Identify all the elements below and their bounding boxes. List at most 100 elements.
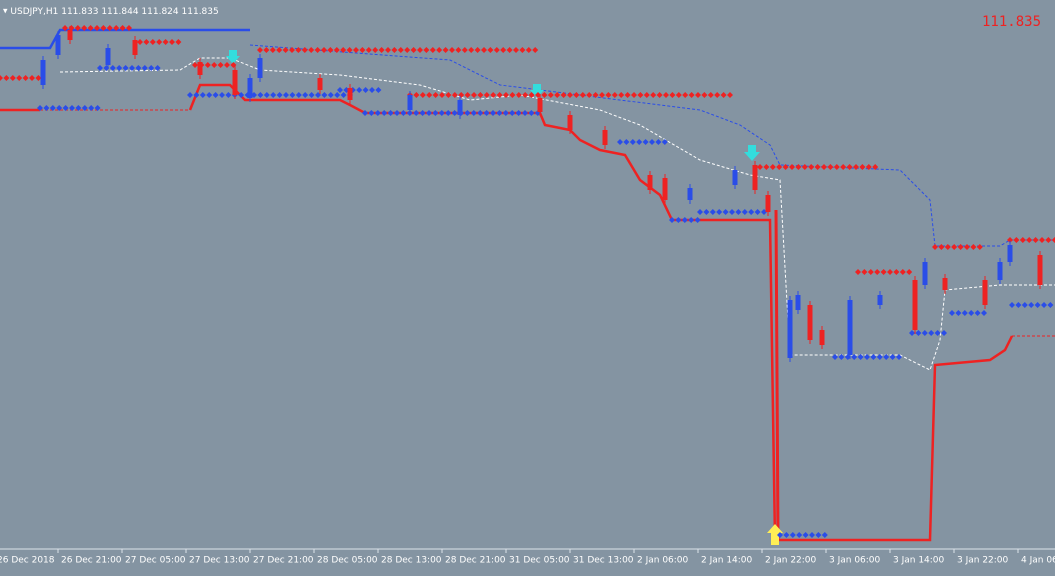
signal-dot [119, 25, 126, 31]
signal-dot [156, 39, 163, 45]
signal-dot [276, 47, 283, 53]
signal-dot [815, 532, 822, 538]
signal-dot [697, 209, 703, 215]
signal-dot [314, 47, 321, 53]
candle-body [765, 195, 771, 212]
signal-dot [827, 164, 834, 170]
signal-dot [451, 92, 458, 98]
candle-body [567, 115, 573, 130]
signal-dot [106, 25, 113, 31]
signal-dot [735, 209, 742, 215]
signal-dot [378, 47, 385, 53]
signal-dot [224, 62, 230, 68]
candle-body [347, 88, 353, 100]
signal-dot [586, 92, 593, 98]
signal-dot [618, 92, 625, 98]
signal-dot [525, 47, 532, 53]
signal-dot [481, 47, 487, 53]
signal-dot [29, 75, 35, 81]
signal-dot [515, 92, 522, 98]
signal-dot [49, 105, 56, 111]
signal-dot [893, 269, 900, 275]
signal-dot [928, 330, 935, 336]
signal-dot [970, 244, 977, 250]
signal-dot [137, 39, 143, 45]
spike [774, 209, 780, 541]
signal-dot [876, 354, 883, 360]
signal-dot [814, 164, 821, 170]
signal-dot [295, 47, 302, 53]
signal-dot [656, 92, 663, 98]
signal-dot [477, 92, 484, 98]
signal-dot [851, 354, 858, 360]
signal-dot [636, 139, 643, 145]
signal-dot [808, 164, 815, 170]
signal-dot [1015, 302, 1022, 308]
sell-arrow [744, 145, 760, 161]
signal-dot [688, 92, 695, 98]
signal-dot [661, 139, 668, 145]
signal-dot [385, 47, 391, 53]
high: 111.844 [101, 7, 138, 17]
signal-dot [522, 110, 528, 116]
signal-dot [694, 217, 701, 223]
signal-dot [490, 110, 496, 116]
signal-dot [74, 25, 81, 31]
signal-dot [289, 92, 296, 98]
signal-dot [1039, 237, 1045, 243]
signal-dot [707, 92, 714, 98]
x-tick-label: 31 Dec 05:00 [509, 556, 570, 566]
signal-dot [951, 244, 958, 250]
signal-dot [509, 92, 516, 98]
signal-dot [97, 65, 103, 71]
close: 111.835 [182, 7, 219, 17]
signal-dot [432, 92, 439, 98]
signal-dot [701, 92, 708, 98]
signal-dot [1028, 302, 1035, 308]
signal-dot [490, 92, 497, 98]
signal-dot [1041, 302, 1047, 308]
signal-dot [1007, 237, 1013, 243]
signal-dot [193, 92, 200, 98]
signal-dot [270, 92, 277, 98]
signal-dot [554, 92, 561, 98]
signal-dot [100, 25, 107, 31]
signal-dot [372, 47, 379, 53]
signal-dot [35, 75, 42, 81]
candle-body [819, 330, 825, 345]
signal-dot [649, 139, 655, 145]
signal-dot [0, 75, 3, 81]
signal-dot [567, 92, 573, 98]
signal-dot [451, 110, 458, 116]
signal-dot [461, 47, 468, 53]
signal-dot [37, 105, 43, 111]
open: 111.833 [61, 7, 98, 17]
signal-dot [796, 532, 803, 538]
signal-dot [727, 92, 733, 98]
signal-dot [432, 110, 439, 116]
signal-dot [880, 269, 887, 275]
signal-dot [763, 164, 770, 170]
x-tick-label: 26 Dec 2018 [0, 556, 55, 566]
x-tick-label: 3 Jan 14:00 [893, 556, 945, 566]
signal-dot [276, 92, 283, 98]
signal-dot [211, 62, 218, 68]
signal-dot [675, 92, 682, 98]
signal-dot [599, 92, 605, 98]
signal-dot [219, 92, 225, 98]
signal-dot [857, 354, 864, 360]
candle-body [912, 280, 918, 330]
signal-dot [410, 47, 417, 53]
signal-dot [870, 354, 877, 360]
signal-dot [976, 244, 983, 250]
signal-dot [643, 92, 650, 98]
signal-dot [955, 310, 962, 316]
signal-dot [149, 39, 156, 45]
signal-dot [340, 47, 347, 53]
candle-body [247, 78, 253, 98]
signal-dot [129, 65, 135, 71]
signal-dot [688, 217, 695, 223]
signal-dot [400, 110, 407, 116]
